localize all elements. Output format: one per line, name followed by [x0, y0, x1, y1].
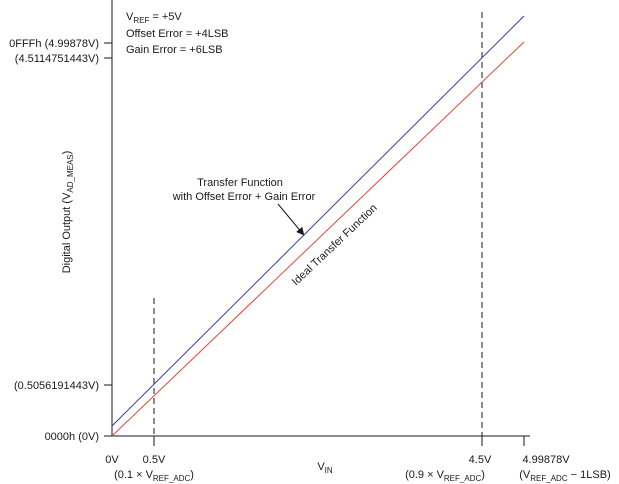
measured-transfer-line — [111, 15, 525, 427]
vref-annotation: VREF = +5V — [126, 11, 182, 25]
y-label-low: (0.5056191443V) — [14, 380, 99, 392]
x-label-half: 0.5V — [143, 454, 166, 466]
gain-annotation: Gain Error = +6LSB — [126, 44, 223, 56]
x-label-half-sub: (0.1 × VREF_ADC) — [114, 469, 194, 483]
x-label-zero: 0V — [105, 454, 119, 466]
x-label-four5-sub: (0.9 × VREF_ADC) — [405, 469, 485, 483]
y-axis-title: Digital Output (VAD_MEAS) — [61, 151, 75, 274]
x-label-max: 4.99878V — [522, 454, 570, 466]
ideal-transfer-line — [111, 41, 525, 437]
transfer-callout-line2: with Offset Error + Gain Error — [172, 191, 316, 203]
x-label-max-sub: (VREF_ADC − 1LSB) — [519, 469, 610, 483]
ideal-callout: Ideal Transfer Function — [290, 202, 380, 288]
offset-annotation: Offset Error = +4LSB — [126, 28, 229, 40]
callout-arrow — [277, 203, 305, 236]
y-label-zero: 0000h (0V) — [45, 431, 99, 443]
transfer-callout-line1: Transfer Function — [197, 177, 283, 189]
x-label-four5: 4.5V — [469, 454, 492, 466]
x-axis-title: VIN — [317, 461, 333, 475]
y-label-second: (4.5114751443V) — [15, 53, 99, 65]
y-label-top: 0FFFh (4.99878V) — [9, 38, 99, 50]
